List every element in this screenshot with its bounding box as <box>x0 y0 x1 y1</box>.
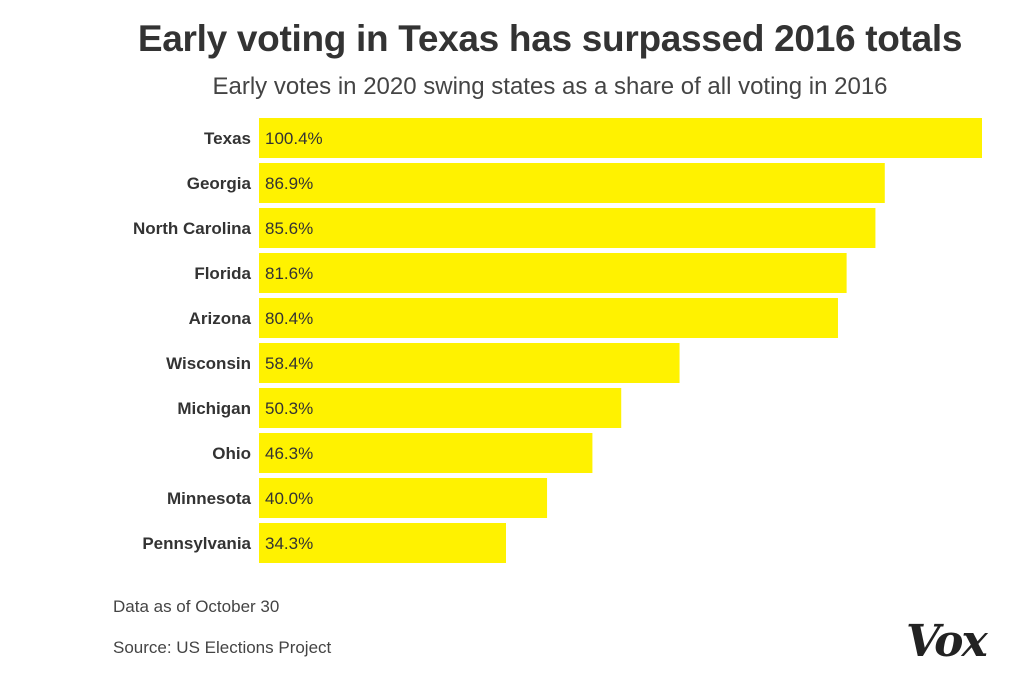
category-label: Michigan <box>177 399 251 418</box>
value-label: 34.3% <box>265 534 313 553</box>
bar-ohio <box>259 433 593 473</box>
bar-north-carolina <box>259 208 876 248</box>
bar-texas <box>259 118 982 158</box>
category-label: Wisconsin <box>166 354 251 373</box>
bar-georgia <box>259 163 885 203</box>
category-label: Minnesota <box>167 489 252 508</box>
value-label: 81.6% <box>265 264 313 283</box>
category-label: Georgia <box>187 174 252 193</box>
value-label: 86.9% <box>265 174 313 193</box>
data-date-note: Data as of October 30 <box>113 597 280 616</box>
category-label: Florida <box>194 264 251 283</box>
bar-pennsylvania <box>259 523 507 563</box>
category-label: Pennsylvania <box>142 534 251 553</box>
value-label: 58.4% <box>265 354 313 373</box>
value-label: 40.0% <box>265 489 313 508</box>
category-label: Arizona <box>189 309 252 328</box>
value-label: 46.3% <box>265 444 313 463</box>
value-label: 85.6% <box>265 219 313 238</box>
category-label: Texas <box>204 129 251 148</box>
value-label: 50.3% <box>265 399 313 418</box>
value-label: 100.4% <box>265 129 323 148</box>
chart-subtitle: Early votes in 2020 swing states as a sh… <box>212 73 888 100</box>
bar-arizona <box>259 298 838 338</box>
chart-title: Early voting in Texas has surpassed 2016… <box>137 18 963 59</box>
category-label: North Carolina <box>133 219 252 238</box>
value-label: 80.4% <box>265 309 313 328</box>
bar-michigan <box>259 388 622 428</box>
bar-minnesota <box>259 478 548 518</box>
vox-logo: Vox <box>906 616 988 667</box>
bar-florida <box>259 253 847 293</box>
category-label: Ohio <box>212 444 251 463</box>
bar-wisconsin <box>259 343 680 383</box>
source-note: Source: US Elections Project <box>113 638 332 657</box>
